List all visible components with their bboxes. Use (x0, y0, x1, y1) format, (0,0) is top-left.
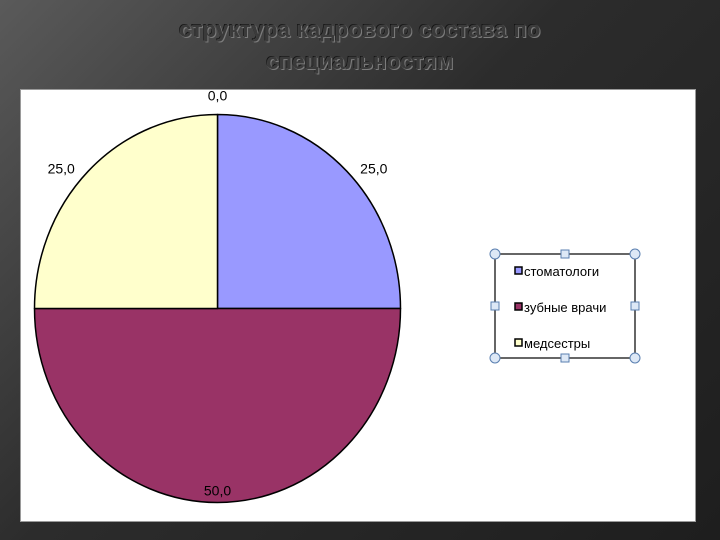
slide-title: структура кадрового состава по специальн… (60, 14, 660, 78)
pie-slices (33, 113, 402, 504)
pie-data-labels: 25,0 50,0 25,0 0,0 (48, 90, 388, 499)
legend-swatch-3 (514, 338, 523, 347)
pie-slice-3[interactable] (33, 113, 219, 310)
legend-label-1: стоматологи (524, 264, 599, 279)
legend-resize-handle-8[interactable] (629, 352, 641, 364)
legend-label-2: зубные врачи (524, 300, 606, 315)
slide-title-line-1: структура кадрового состава по (179, 17, 541, 42)
legend-resize-handle-6[interactable] (489, 352, 501, 364)
pie-chart: 25,0 50,0 25,0 0,0 стоматологи зубные врачи м… (33, 90, 641, 504)
slide-title-line-2: специальностям (266, 49, 454, 74)
data-label-slice-3: 25,0 (48, 161, 75, 177)
legend-resize-handle-5[interactable] (630, 301, 640, 311)
chart-legend[interactable]: стоматологи зубные врачи медсестры (489, 248, 641, 364)
chart-area: 25,0 50,0 25,0 0,0 стоматологи зубные врачи м… (20, 89, 696, 522)
legend-resize-handle-4[interactable] (490, 301, 500, 311)
legend-resize-handle-1[interactable] (489, 248, 501, 260)
legend-swatch-1 (514, 266, 523, 275)
legend-resize-handle-2[interactable] (560, 249, 570, 259)
pie-slice-2[interactable] (33, 307, 402, 504)
data-label-slice-2: 50,0 (204, 483, 231, 499)
data-label-slice-1: 25,0 (360, 161, 387, 177)
data-label-zero: 0,0 (208, 90, 228, 104)
legend-label-3: медсестры (524, 336, 590, 351)
legend-swatch-2 (514, 302, 523, 311)
pie-slice-1[interactable] (216, 113, 402, 310)
legend-resize-handle-7[interactable] (560, 353, 570, 363)
legend-resize-handle-3[interactable] (629, 248, 641, 260)
